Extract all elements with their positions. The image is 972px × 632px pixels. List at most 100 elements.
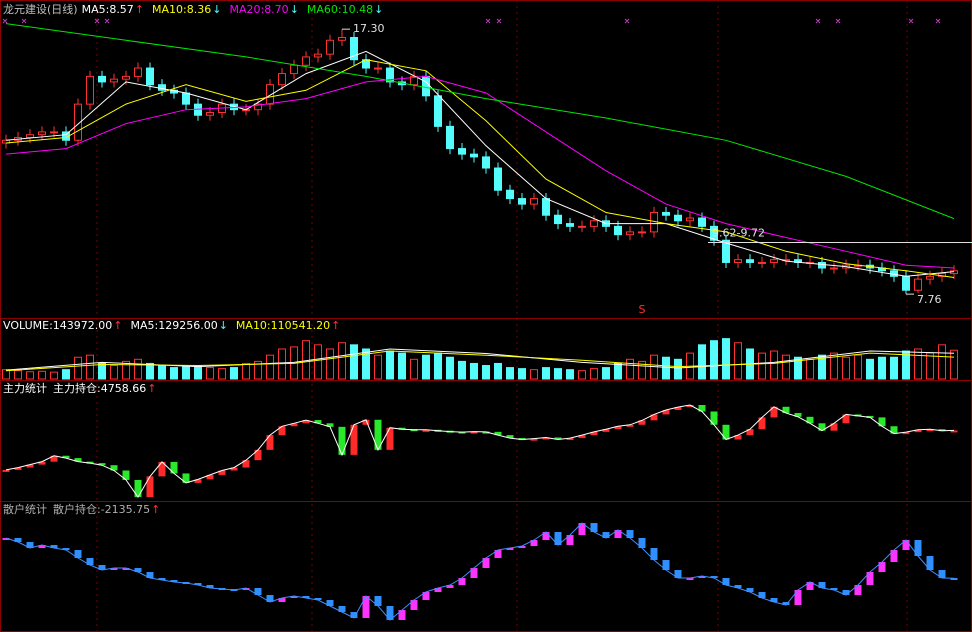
volume-bar: [302, 340, 310, 380]
change-bar: [182, 473, 190, 483]
change-bar: [2, 538, 10, 541]
change-bar: [494, 431, 502, 436]
candle-body: [746, 259, 754, 263]
candle-body: [434, 95, 442, 127]
volume-bar: [914, 348, 922, 380]
candle-body: [182, 92, 190, 105]
volume-bar: [230, 367, 238, 380]
candle-body: [278, 73, 286, 86]
change-bar: [494, 550, 502, 559]
change-bar: [794, 590, 802, 606]
volume-bar: [614, 362, 622, 380]
change-bar: [14, 538, 22, 543]
trend-arrow: ↑: [331, 319, 340, 332]
change-bar: [170, 461, 178, 474]
volume-bar: [806, 358, 814, 380]
change-bar: [530, 540, 538, 547]
volume-bar: [374, 354, 382, 380]
change-bar: [722, 578, 730, 586]
change-bar: [578, 523, 586, 536]
volume-bar: [266, 354, 274, 380]
candle-body: [338, 36, 346, 41]
change-bar: [854, 585, 862, 596]
change-bar: [290, 423, 298, 427]
change-bar: [902, 432, 910, 435]
trend-arrow: ↑: [151, 503, 160, 516]
volume-bar: [182, 366, 190, 380]
change-bar: [170, 580, 178, 583]
price-annotation: 17.30: [353, 22, 385, 35]
volume-bar: [842, 356, 850, 380]
change-bar: [830, 588, 838, 591]
change-bar: [566, 535, 574, 546]
volume-bar: [866, 358, 874, 380]
candle-body: [614, 225, 622, 236]
candle-body: [734, 259, 742, 263]
change-bar: [950, 578, 958, 581]
change-bar: [914, 540, 922, 557]
candle-body: [566, 223, 574, 227]
change-bar: [290, 596, 298, 599]
volume-bar: [62, 369, 70, 380]
panel-title: 主力统计: [3, 382, 47, 395]
change-bar: [614, 530, 622, 539]
change-bar: [506, 435, 514, 439]
volume-bar: [194, 365, 202, 380]
change-bar: [374, 596, 382, 607]
candle-body: [38, 131, 46, 136]
volume-bar: [950, 349, 958, 380]
change-bar: [266, 595, 274, 603]
change-bar: [206, 585, 214, 589]
candle-body: [590, 220, 598, 227]
indicator-line: [5, 404, 955, 499]
volume-bar: [38, 370, 46, 380]
candle-body: [818, 261, 826, 269]
change-bar: [806, 416, 814, 424]
change-bar: [98, 565, 106, 571]
legend-label: VOLUME:143972.00: [3, 319, 112, 332]
change-bar: [146, 572, 154, 579]
change-bar: [602, 429, 610, 432]
change-bar: [626, 424, 634, 427]
change-bar: [674, 407, 682, 411]
volume-bar: [338, 342, 346, 380]
legend-label: MA10:8.36: [152, 3, 211, 16]
candle-body: [482, 156, 490, 169]
change-bar: [830, 423, 838, 431]
candle-body: [506, 189, 514, 200]
candle-body: [374, 67, 382, 70]
signal-label: S: [639, 303, 646, 316]
change-bar: [422, 592, 430, 601]
volume-bar: [134, 358, 142, 380]
legend-label: MA20:8.70: [229, 3, 288, 16]
change-bar: [938, 570, 946, 579]
change-bar: [650, 548, 658, 561]
panel-title: 散户统计: [3, 502, 47, 516]
candle-body: [350, 36, 358, 61]
indicator-line: [5, 59, 955, 278]
volume-bar: [674, 358, 682, 380]
legend-label: 散户持仓:-2135.75: [53, 502, 150, 516]
volume-bar: [830, 352, 838, 380]
candle-body: [458, 148, 466, 155]
indicator-line: [5, 522, 955, 621]
change-bar: [362, 419, 370, 425]
volume-bar: [98, 362, 106, 380]
change-bar: [98, 463, 106, 466]
candle-body: [290, 64, 298, 75]
candle-body: [554, 214, 562, 225]
change-bar: [410, 600, 418, 611]
change-bar: [950, 430, 958, 433]
change-bar: [590, 523, 598, 533]
volume-bar: [530, 369, 538, 380]
legend-label: MA5:129256.00: [130, 319, 217, 332]
volume-bar: [218, 368, 226, 380]
candle-body: [254, 103, 262, 111]
volume-bar: [626, 358, 634, 380]
candle-body: [722, 239, 730, 263]
volume-bar: [122, 360, 130, 380]
change-bar: [662, 410, 670, 415]
change-bar: [26, 464, 34, 468]
change-bar: [122, 568, 130, 571]
candle-body: [758, 261, 766, 264]
